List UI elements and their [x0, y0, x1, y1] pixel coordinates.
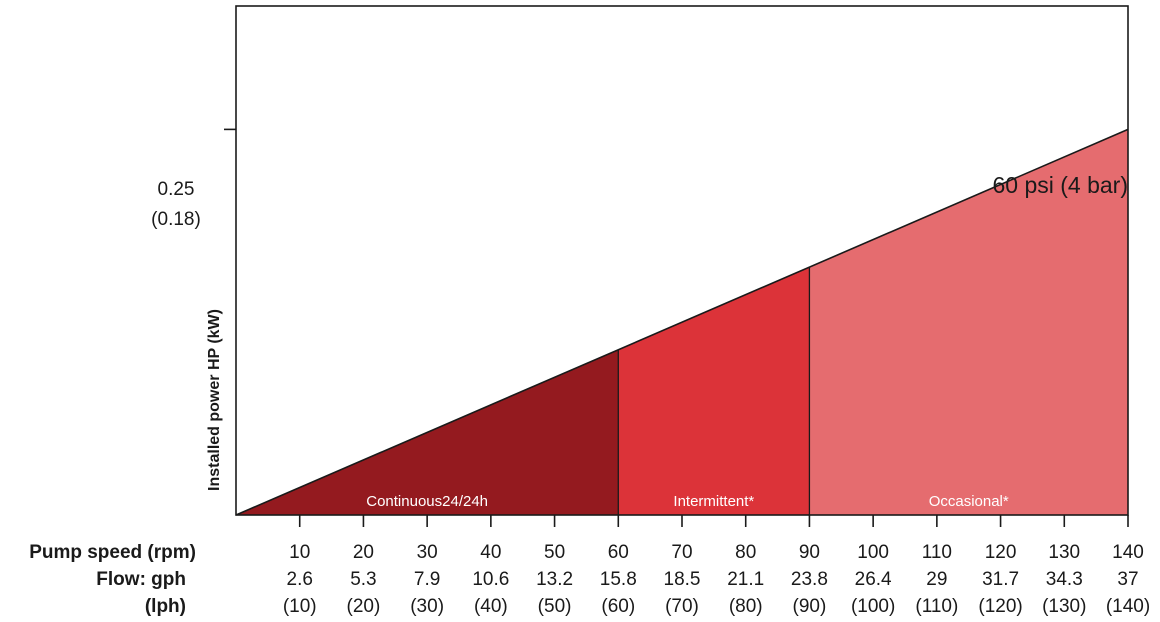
x-tick-label-lph: (130)	[1042, 596, 1086, 617]
x-tick-label-lph: (30)	[410, 596, 444, 617]
x-tick-label-gph: 13.2	[536, 569, 573, 590]
y-axis-label: Installed power HP (kW)	[206, 309, 223, 491]
x-tick-label-rpm: 60	[608, 542, 629, 563]
row-label-speed: Pump speed (rpm)	[29, 542, 196, 563]
x-tick-label-gph: 5.3	[350, 569, 376, 590]
zone-area-1	[618, 267, 809, 515]
pressure-annotation: 60 psi (4 bar)	[992, 172, 1128, 198]
x-tick-label-gph: 2.6	[287, 569, 313, 590]
x-tick-label-rpm: 140	[1112, 542, 1144, 563]
x-tick-label-rpm: 90	[799, 542, 820, 563]
x-tick-label-rpm: 130	[1048, 542, 1080, 563]
x-tick-label-rpm: 120	[985, 542, 1017, 563]
x-tick-label-lph: (110)	[915, 596, 958, 617]
x-tick-label-lph: (10)	[283, 596, 317, 617]
x-tick-label-rpm: 80	[735, 542, 756, 563]
x-tick-label-gph: 7.9	[414, 569, 440, 590]
x-tick-label-gph: 15.8	[600, 569, 637, 590]
x-tick-label-lph: (40)	[474, 596, 508, 617]
x-tick-label-gph: 31.7	[982, 569, 1019, 590]
x-tick-label-lph: (120)	[978, 596, 1022, 617]
x-tick-label-gph: 37	[1117, 569, 1138, 590]
zone-label-2: Occasional*	[929, 493, 1009, 510]
x-tick-label-lph: (100)	[851, 596, 895, 617]
x-tick-label-gph: 21.1	[727, 569, 764, 590]
x-tick-label-lph: (20)	[347, 596, 381, 617]
row-label-lph: (lph)	[145, 596, 186, 617]
x-tick-label-lph: (50)	[538, 596, 572, 617]
x-tick-label-rpm: 10	[289, 542, 310, 563]
x-tick-label-lph: (90)	[793, 596, 827, 617]
y-tick-label-hp: 0.25	[158, 179, 195, 200]
zone-label-0: Continuous24/24h	[366, 493, 488, 510]
x-tick-label-lph: (140)	[1106, 596, 1150, 617]
x-tick-label-lph: (70)	[665, 596, 699, 617]
x-tick-label-rpm: 30	[417, 542, 438, 563]
y-tick-label-kw: (0.18)	[151, 209, 201, 230]
x-tick-label-rpm: 20	[353, 542, 374, 563]
x-tick-label-gph: 26.4	[855, 569, 892, 590]
x-tick-label-gph: 18.5	[664, 569, 701, 590]
x-tick-label-gph: 23.8	[791, 569, 828, 590]
row-label-gph: Flow: gph	[96, 569, 186, 590]
x-tick-label-rpm: 50	[544, 542, 565, 563]
x-tick-label-rpm: 40	[480, 542, 501, 563]
x-ticks-layer: 10 2.6 (10) 20 5.3 (20) 30 7.9 (30) 40 10.6 (40) 50 1…	[283, 515, 1150, 617]
x-tick-label-rpm: 100	[857, 542, 889, 563]
x-tick-label-lph: (80)	[729, 596, 763, 617]
x-tick-label-gph: 34.3	[1046, 569, 1083, 590]
zone-label-1: Intermittent*	[673, 493, 754, 510]
x-tick-label-rpm: 70	[671, 542, 692, 563]
x-tick-label-lph: (60)	[601, 596, 635, 617]
x-tick-label-gph: 10.6	[472, 569, 509, 590]
x-tick-label-rpm: 110	[922, 542, 952, 563]
x-tick-label-gph: 29	[926, 569, 947, 590]
